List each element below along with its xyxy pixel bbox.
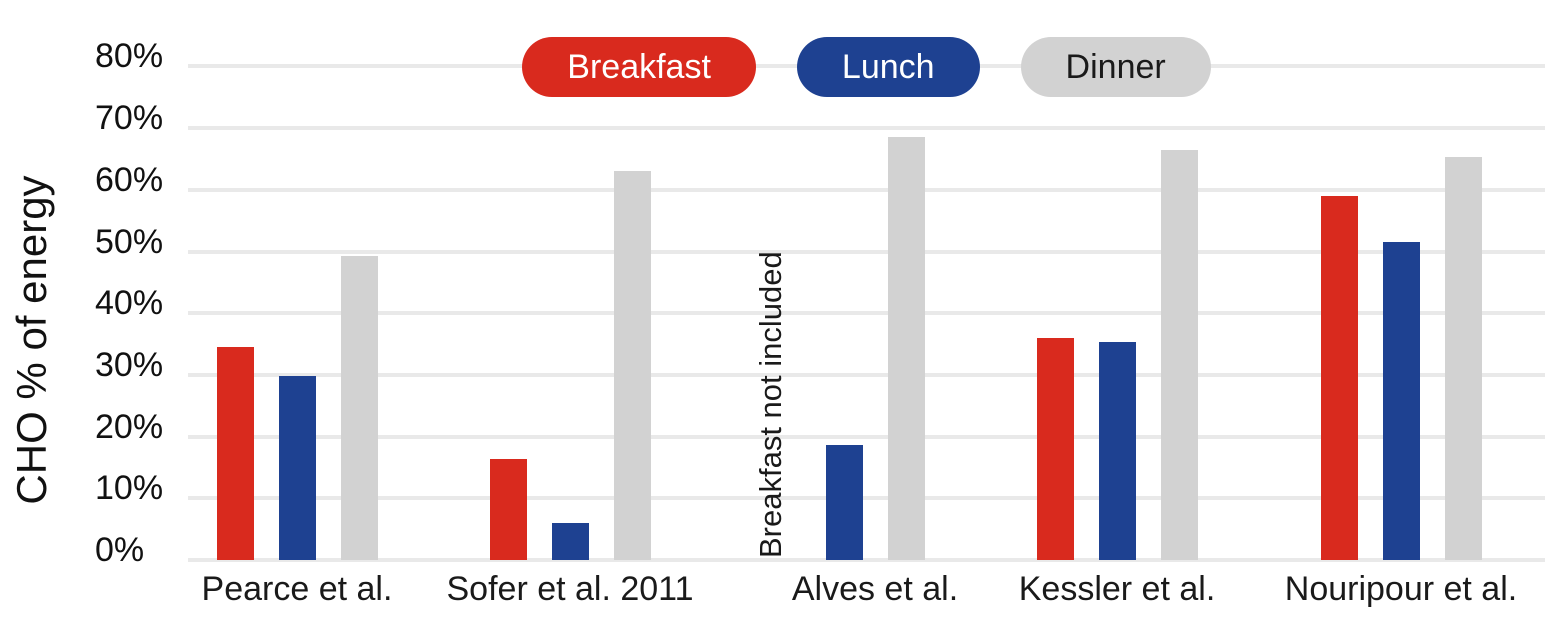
- gridline-50: [188, 249, 1545, 254]
- y-axis-title: CHO % of energy: [8, 175, 55, 505]
- legend-pill-dinner: Dinner: [1020, 37, 1211, 97]
- x-axis-label-2: Alves et al.: [791, 570, 959, 608]
- bar-breakfast-3: [1036, 337, 1074, 560]
- bar-breakfast-1: [489, 459, 527, 560]
- gridline-10: [188, 496, 1545, 501]
- x-axis-label-4: Nouripour et al.: [1284, 570, 1518, 608]
- y-tick-label: 80%: [95, 37, 164, 76]
- bar-breakfast-4: [1320, 196, 1358, 560]
- y-tick-label: 50%: [95, 222, 164, 261]
- gridline-30: [188, 372, 1545, 377]
- legend-pill-lunch: Lunch: [796, 37, 980, 97]
- legend-pill-breakfast: Breakfast: [522, 37, 756, 97]
- x-axis-label-1: Sofer et al. 2011: [446, 570, 694, 608]
- bar-lunch-3: [1098, 342, 1136, 560]
- bar-dinner-0: [340, 256, 378, 560]
- y-tick-label: 10%: [95, 469, 164, 508]
- gridline-20: [188, 434, 1545, 439]
- x-axis-label-3: Kessler et al.: [1018, 570, 1216, 608]
- bar-lunch-1: [551, 522, 589, 560]
- legend: Breakfast Lunch Dinner: [188, 37, 1545, 97]
- bar-dinner-3: [1160, 149, 1198, 560]
- gridline-40: [188, 311, 1545, 316]
- missing-data-annotation: Breakfast not included: [753, 251, 788, 558]
- gridline-60: [188, 187, 1545, 192]
- y-tick-label: 60%: [95, 160, 164, 199]
- bar-lunch-0: [278, 375, 316, 560]
- bar-dinner-2: [887, 136, 925, 560]
- y-tick-label: 20%: [95, 407, 164, 446]
- y-tick-label: 40%: [95, 284, 164, 323]
- bar-lunch-4: [1382, 242, 1420, 560]
- y-tick-label: 70%: [95, 99, 164, 138]
- gridline-0: [188, 558, 1545, 562]
- x-axis-label-0: Pearce et al.: [201, 570, 393, 608]
- bar-lunch-2: [825, 445, 863, 560]
- bar-dinner-4: [1444, 157, 1482, 560]
- y-tick-label: 30%: [95, 345, 164, 384]
- bar-breakfast-0: [216, 347, 254, 560]
- bar-dinner-1: [613, 171, 651, 560]
- y-tick-label: 0%: [95, 531, 145, 569]
- gridline-70: [188, 126, 1545, 131]
